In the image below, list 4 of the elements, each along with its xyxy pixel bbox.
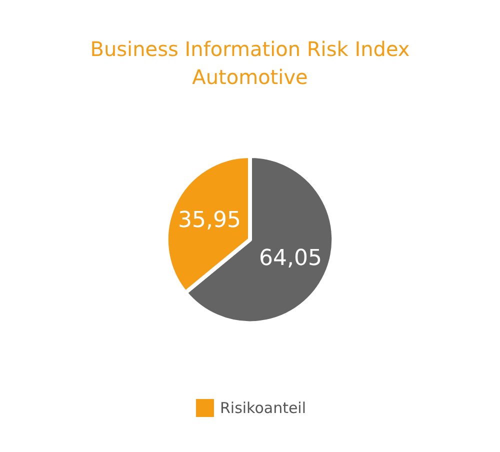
data-label: 64,05 <box>259 246 322 272</box>
chart-title: Business Information Risk Index Automotive <box>90 37 410 89</box>
data-label: 35,95 <box>178 208 241 233</box>
legend-label: Risikoanteil <box>220 399 306 417</box>
